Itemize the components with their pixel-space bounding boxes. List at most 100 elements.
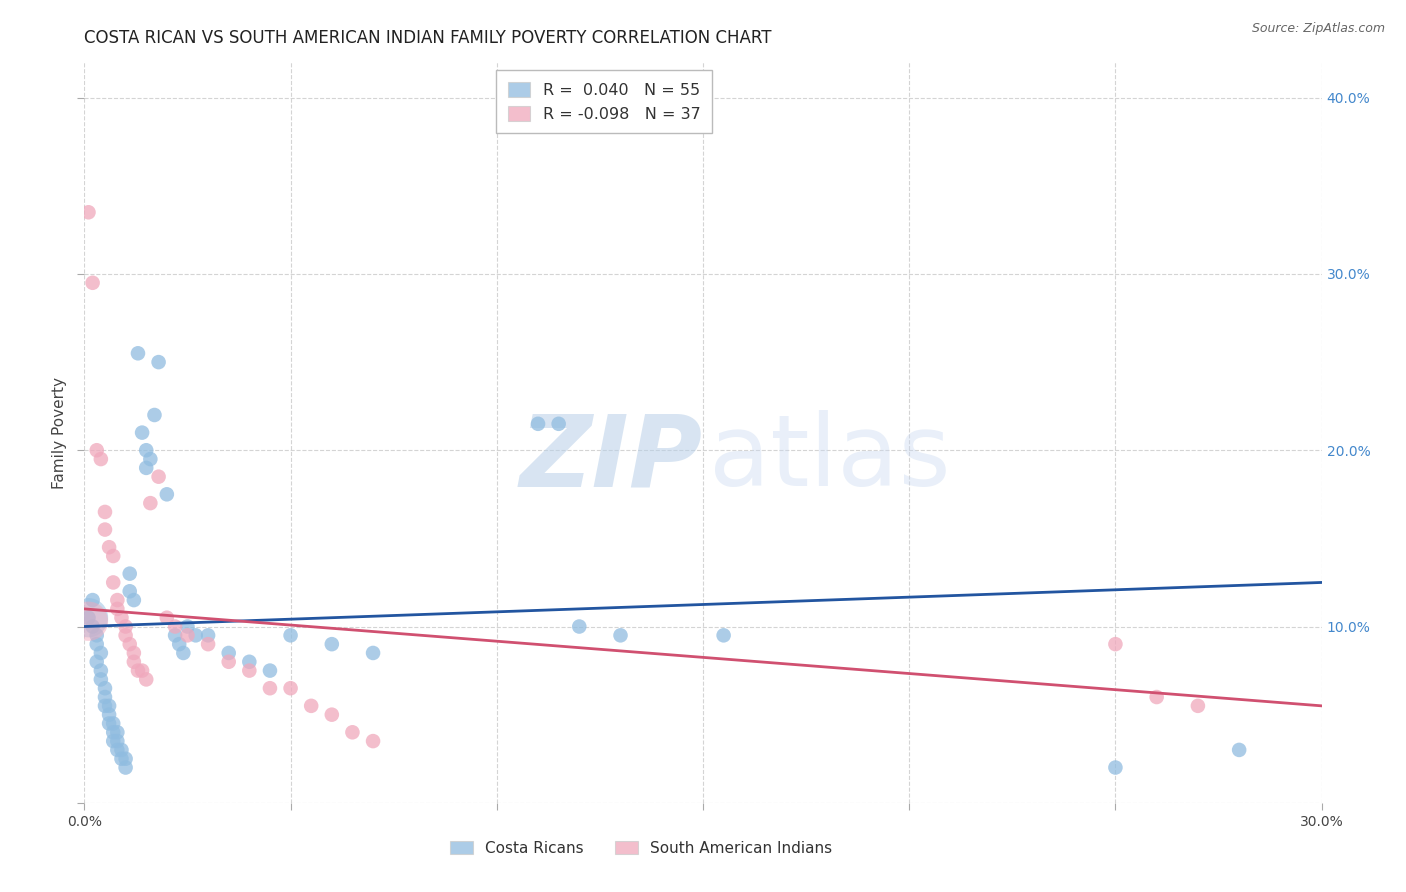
Point xyxy=(114,760,136,774)
Text: atlas: atlas xyxy=(709,410,950,507)
Point xyxy=(321,637,343,651)
Point xyxy=(139,452,162,467)
Point xyxy=(98,540,121,554)
Point xyxy=(238,655,260,669)
Point xyxy=(86,637,108,651)
Point xyxy=(77,610,100,624)
Point xyxy=(1146,690,1168,704)
Point xyxy=(114,752,136,766)
Point xyxy=(94,505,117,519)
Point xyxy=(139,496,162,510)
Point xyxy=(86,628,108,642)
Point xyxy=(143,408,166,422)
Point xyxy=(110,743,132,757)
Point xyxy=(105,743,128,757)
Point xyxy=(167,637,190,651)
Point xyxy=(98,707,121,722)
Point xyxy=(86,655,108,669)
Point xyxy=(131,664,153,678)
Point xyxy=(77,614,100,628)
Y-axis label: Family Poverty: Family Poverty xyxy=(52,376,67,489)
Point xyxy=(90,646,112,660)
Point xyxy=(127,346,149,360)
Point xyxy=(105,593,128,607)
Point xyxy=(105,602,128,616)
Point xyxy=(156,610,179,624)
Point xyxy=(98,716,121,731)
Point xyxy=(527,417,550,431)
Point xyxy=(299,698,322,713)
Point xyxy=(135,443,157,458)
Point xyxy=(280,628,302,642)
Point xyxy=(259,681,281,696)
Point xyxy=(118,566,141,581)
Point xyxy=(361,734,384,748)
Point xyxy=(82,619,104,633)
Point xyxy=(94,690,117,704)
Point xyxy=(103,549,125,563)
Text: COSTA RICAN VS SOUTH AMERICAN INDIAN FAMILY POVERTY CORRELATION CHART: COSTA RICAN VS SOUTH AMERICAN INDIAN FAM… xyxy=(84,29,772,47)
Point xyxy=(148,355,170,369)
Point xyxy=(77,610,100,624)
Point xyxy=(197,628,219,642)
Point xyxy=(94,523,117,537)
Point xyxy=(713,628,735,642)
Point xyxy=(127,664,149,678)
Point xyxy=(122,593,145,607)
Point xyxy=(105,725,128,739)
Point xyxy=(114,628,136,642)
Point xyxy=(172,646,194,660)
Point xyxy=(105,734,128,748)
Point xyxy=(94,698,117,713)
Point xyxy=(110,752,132,766)
Point xyxy=(259,664,281,678)
Point xyxy=(321,707,343,722)
Point xyxy=(103,575,125,590)
Point xyxy=(218,646,240,660)
Point xyxy=(148,469,170,483)
Point xyxy=(118,637,141,651)
Point xyxy=(103,725,125,739)
Point xyxy=(547,417,569,431)
Text: Source: ZipAtlas.com: Source: ZipAtlas.com xyxy=(1251,22,1385,36)
Point xyxy=(184,628,207,642)
Point xyxy=(114,619,136,633)
Point xyxy=(165,619,187,633)
Point xyxy=(122,646,145,660)
Point xyxy=(82,276,104,290)
Point xyxy=(1187,698,1209,713)
Point xyxy=(342,725,364,739)
Point xyxy=(103,734,125,748)
Point xyxy=(122,655,145,669)
Point xyxy=(568,619,591,633)
Point xyxy=(135,673,157,687)
Point xyxy=(361,646,384,660)
Point xyxy=(118,584,141,599)
Point xyxy=(77,205,100,219)
Point xyxy=(82,593,104,607)
Point xyxy=(1104,760,1126,774)
Point xyxy=(135,461,157,475)
Point xyxy=(131,425,153,440)
Legend: Costa Ricans, South American Indians: Costa Ricans, South American Indians xyxy=(444,835,838,862)
Point xyxy=(238,664,260,678)
Point xyxy=(98,698,121,713)
Point xyxy=(218,655,240,669)
Point xyxy=(86,443,108,458)
Point xyxy=(103,716,125,731)
Point xyxy=(90,452,112,467)
Point xyxy=(165,628,187,642)
Point xyxy=(1227,743,1250,757)
Point xyxy=(176,628,198,642)
Point xyxy=(176,619,198,633)
Text: ZIP: ZIP xyxy=(520,410,703,507)
Point xyxy=(94,681,117,696)
Point xyxy=(197,637,219,651)
Point xyxy=(90,664,112,678)
Point xyxy=(609,628,631,642)
Point xyxy=(90,673,112,687)
Point xyxy=(1104,637,1126,651)
Point xyxy=(280,681,302,696)
Point xyxy=(110,610,132,624)
Point xyxy=(156,487,179,501)
